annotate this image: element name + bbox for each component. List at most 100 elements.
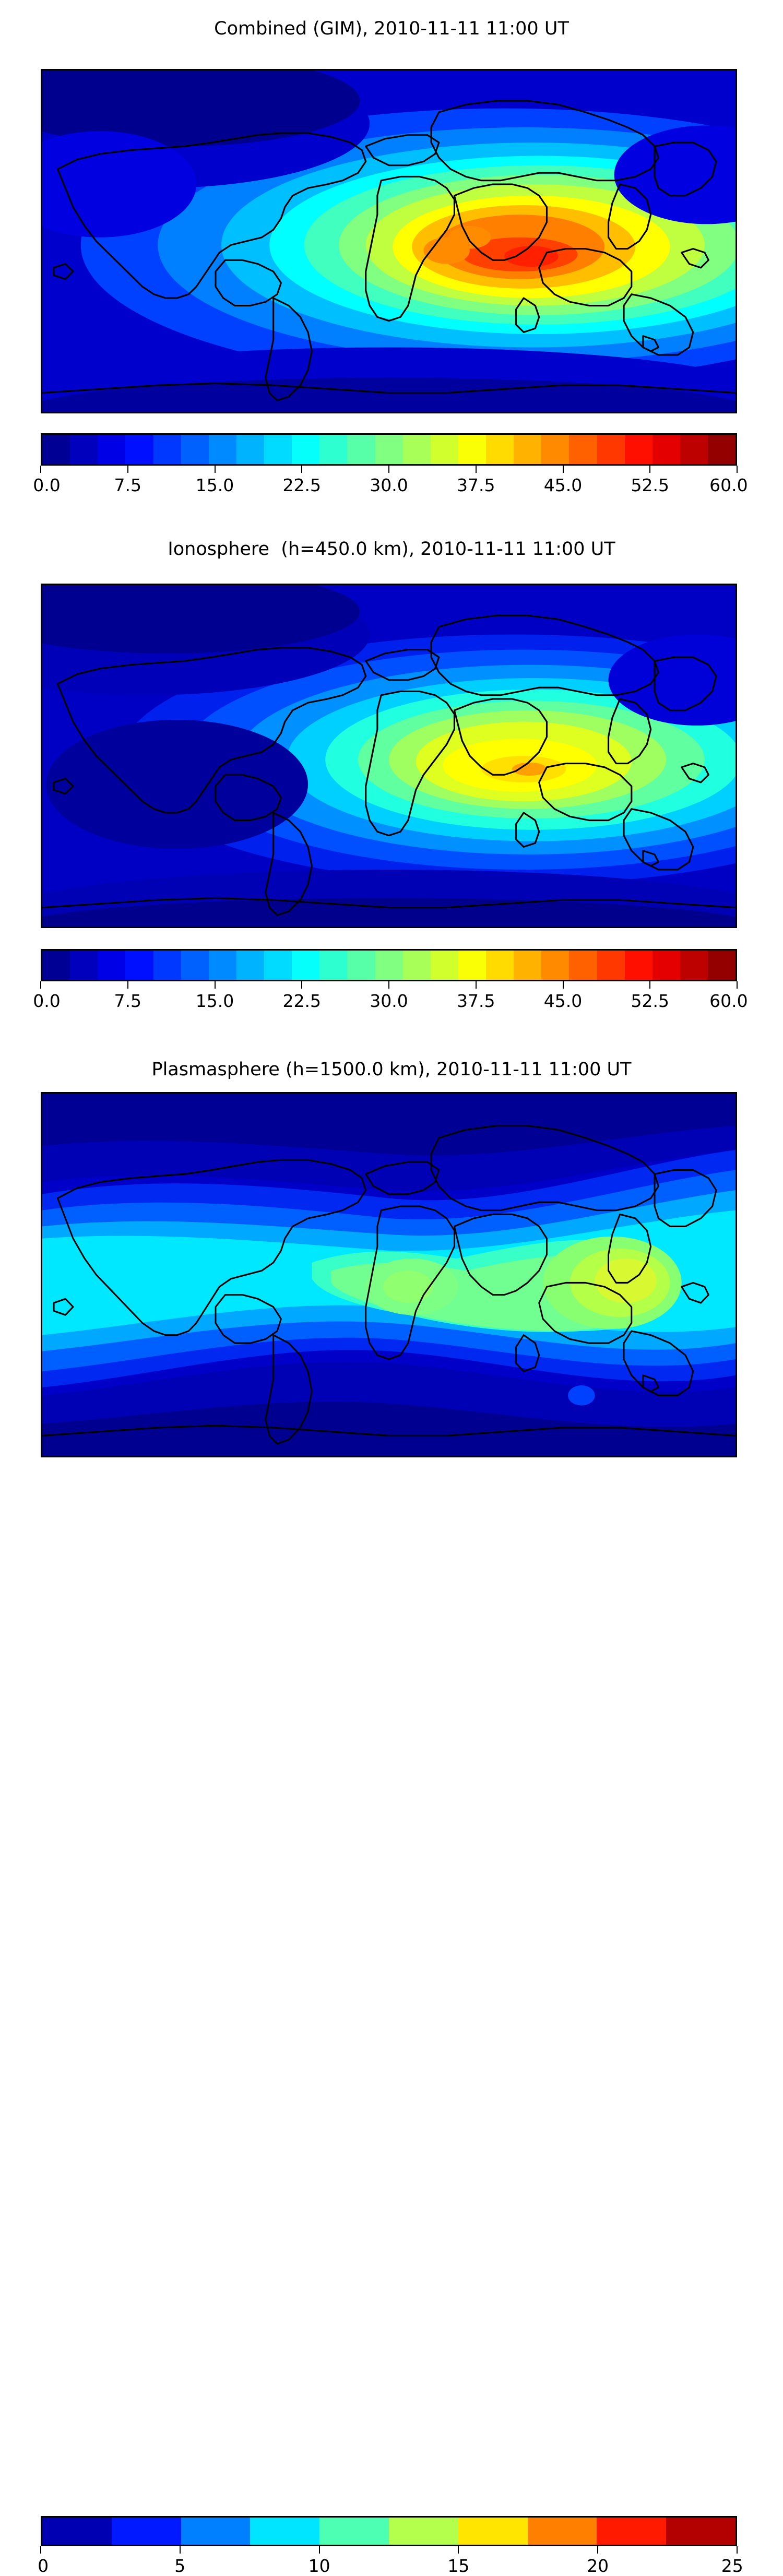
colorbar-tick — [597, 2546, 599, 2554]
colorbar-tick-label: 45.0 — [543, 475, 583, 495]
colorbar-swatch — [597, 2518, 667, 2545]
colorbar-swatch — [236, 951, 264, 980]
colorbar-swatch — [514, 435, 542, 464]
colorbar-combined-gim: 0.0 7.5 15.0 22.5 30.0 37.5 45.0 52.5 60.0 — [33, 433, 748, 495]
colorbar-swatch — [624, 951, 652, 980]
coastlines-2 — [42, 614, 735, 916]
colorbar-swatch — [541, 951, 570, 980]
colorbar-tick — [214, 466, 216, 473]
coastlines-3 — [42, 1125, 735, 1445]
colorbar-tick — [737, 2546, 738, 2554]
colorbar-swatch — [652, 435, 680, 464]
colorbar-tick — [301, 981, 303, 989]
colorbar-tick — [649, 466, 651, 473]
colorbar-tick-label: 60.0 — [709, 475, 748, 495]
colorbar-tick-label: 60.0 — [709, 991, 748, 1011]
colorbar-tick-label: 0.0 — [33, 991, 61, 1011]
colorbar-swatch — [486, 951, 514, 980]
map-canvas-1 — [42, 70, 735, 412]
contour-fill-group-2 — [42, 585, 735, 927]
colorbar-swatch — [292, 435, 320, 464]
colorbar-tick — [737, 466, 738, 473]
colorbar-tick — [388, 466, 389, 473]
colorbar-swatch — [153, 435, 181, 464]
map-canvas-2 — [42, 585, 735, 927]
colorbar-tick — [475, 981, 477, 989]
colorbar-tick-label: 7.5 — [114, 991, 141, 1011]
colorbar-swatch — [514, 951, 542, 980]
colorbar-tick-label: 52.5 — [631, 991, 669, 1011]
colorbar-swatch — [250, 2518, 320, 2545]
colorbar-tick — [40, 981, 41, 989]
colorbar-tick-label: 22.5 — [282, 991, 321, 1011]
colorbar-tick — [318, 2546, 320, 2554]
colorbar-swatch — [458, 951, 486, 980]
colorbar-swatch — [347, 435, 375, 464]
colorbar-tick-label: 45.0 — [543, 991, 583, 1011]
colorbar-swatch — [458, 2518, 528, 2545]
panel-title-ionosphere: Ionosphere (h=450.0 km), 2010-11-11 11:0… — [168, 539, 615, 560]
colorbar-swatch — [125, 435, 153, 464]
colorbar-swatch — [430, 435, 458, 464]
colorbar-swatch — [666, 2518, 735, 2545]
colorbar-swatch — [680, 435, 708, 464]
map-plasmasphere — [41, 1092, 737, 1457]
colorbar-swatch — [42, 435, 70, 464]
colorbar-tick-label: 5 — [174, 2556, 186, 2576]
colorbar-swatch — [527, 2518, 597, 2545]
colorbar-tick — [562, 466, 564, 473]
colorbar-swatch — [708, 951, 736, 980]
colorbar-gradient-3 — [41, 2516, 737, 2546]
colorbar-tick-label: 0.0 — [33, 475, 61, 495]
colorbar-swatch — [430, 951, 458, 980]
colorbar-swatch — [153, 951, 181, 980]
colorbar-tick-label: 15.0 — [195, 475, 234, 495]
panel-title-plasmasphere: Plasmasphere (h=1500.0 km), 2010-11-11 1… — [151, 1059, 632, 1080]
colorbar-swatch — [458, 435, 486, 464]
colorbar-ionosphere: 0.0 7.5 15.0 22.5 30.0 37.5 45.0 52.5 60.0 — [33, 949, 748, 1011]
colorbar-swatch — [319, 951, 348, 980]
colorbar-tick-label: 15.0 — [195, 991, 234, 1011]
colorbar-tick — [458, 2546, 459, 2554]
colorbar-gradient-2 — [41, 949, 737, 981]
colorbar-tick-label: 37.5 — [457, 475, 495, 495]
colorbar-gradient-1 — [41, 433, 737, 466]
colorbar-swatch — [42, 951, 70, 980]
colorbar-tick-label: 25 — [721, 2556, 743, 2576]
colorbar-swatch — [708, 435, 736, 464]
colorbar-tick-label: 10 — [308, 2556, 330, 2576]
colorbar-swatch — [402, 951, 431, 980]
colorbar-swatch — [181, 2518, 251, 2545]
colorbar-tick-label: 15 — [447, 2556, 470, 2576]
colorbar-tick — [562, 981, 564, 989]
colorbar-tick — [301, 466, 303, 473]
panel-ionosphere: Ionosphere (h=450.0 km), 2010-11-11 11:0… — [0, 522, 783, 1044]
colorbar-tick-label: 52.5 — [631, 475, 669, 495]
colorbar-swatch — [680, 951, 708, 980]
colorbar-swatch — [597, 435, 625, 464]
colorbar-tick — [40, 466, 41, 473]
colorbar-swatch — [236, 435, 264, 464]
map-ionosphere — [41, 584, 737, 928]
map-canvas-3 — [42, 1094, 735, 1456]
colorbar-tick — [475, 466, 477, 473]
colorbar-swatch — [125, 951, 153, 980]
colorbar-swatch — [264, 951, 292, 980]
colorbar-swatch — [70, 951, 98, 980]
colorbar-swatch — [541, 435, 570, 464]
colorbar-tick-label: 30.0 — [370, 475, 408, 495]
colorbar-swatch — [652, 951, 680, 980]
colorbar-tick — [127, 466, 128, 473]
contour-fill-group-1 — [42, 70, 735, 412]
colorbar-swatch — [375, 951, 403, 980]
colorbar-swatch — [319, 2518, 389, 2545]
colorbar-tick-label: 22.5 — [282, 475, 321, 495]
colorbar-tick — [179, 2546, 181, 2554]
colorbar-tick-label: 0 — [38, 2556, 49, 2576]
colorbar-swatch — [98, 435, 126, 464]
colorbar-swatch — [486, 435, 514, 464]
contour-fill-group-3 — [42, 1094, 735, 1456]
colorbar-swatch — [208, 435, 236, 464]
colorbar-tick-label: 7.5 — [114, 475, 141, 495]
map-combined-gim — [41, 69, 737, 413]
